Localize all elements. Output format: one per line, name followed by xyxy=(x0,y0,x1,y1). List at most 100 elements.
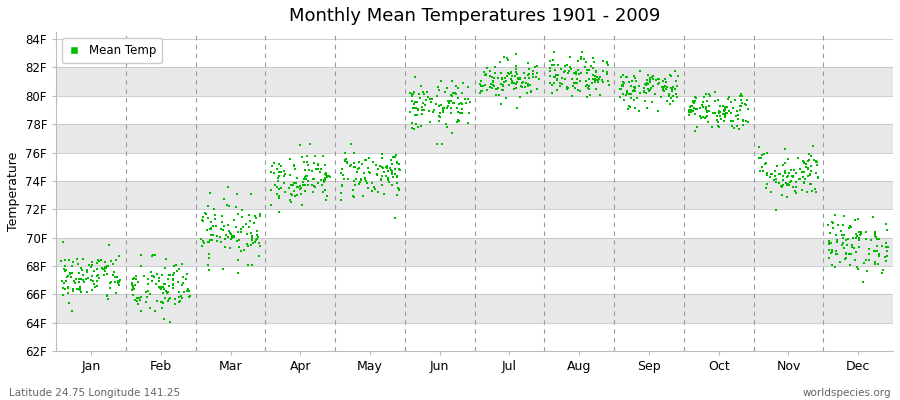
Point xyxy=(786,173,800,179)
Point xyxy=(645,82,660,89)
Point xyxy=(664,95,679,101)
Point xyxy=(298,167,312,174)
Point xyxy=(149,270,164,277)
Point xyxy=(799,189,814,196)
Point xyxy=(729,113,743,119)
Point xyxy=(73,284,87,290)
Point xyxy=(648,91,662,98)
Point xyxy=(473,82,488,89)
Point xyxy=(847,245,861,252)
Point xyxy=(549,72,563,78)
Point xyxy=(160,298,175,304)
Point xyxy=(809,189,824,195)
Point xyxy=(152,284,166,290)
Point xyxy=(548,67,562,73)
Point xyxy=(290,174,304,181)
Point xyxy=(621,79,635,86)
Point xyxy=(657,88,671,94)
Point xyxy=(664,88,679,94)
Point xyxy=(706,110,720,116)
Point xyxy=(61,285,76,292)
Point xyxy=(489,86,503,92)
Point xyxy=(361,165,375,171)
Point xyxy=(147,273,161,280)
Point xyxy=(319,197,333,203)
Point xyxy=(288,193,302,199)
Point xyxy=(768,173,782,180)
Point xyxy=(666,93,680,99)
Point xyxy=(181,293,195,300)
Point xyxy=(210,232,224,239)
Point xyxy=(319,172,333,178)
Point xyxy=(620,90,634,96)
Point xyxy=(352,181,366,188)
Point xyxy=(710,112,724,119)
Point xyxy=(583,62,598,69)
Point xyxy=(700,119,715,125)
Point xyxy=(643,75,657,81)
Point xyxy=(802,151,816,157)
Point xyxy=(616,80,631,87)
Point xyxy=(779,180,794,186)
Point xyxy=(528,74,543,80)
Point xyxy=(599,71,614,78)
Point xyxy=(66,259,80,265)
Point xyxy=(734,97,749,104)
Point xyxy=(97,264,112,271)
Point xyxy=(803,172,817,178)
Point xyxy=(277,180,292,186)
Point xyxy=(72,270,86,276)
Point xyxy=(111,278,125,284)
Point xyxy=(596,68,610,74)
Point xyxy=(498,75,512,82)
Point xyxy=(287,180,302,186)
Point xyxy=(581,66,596,73)
Point xyxy=(449,82,464,89)
Point xyxy=(112,279,126,285)
Point xyxy=(693,113,707,119)
Point xyxy=(853,232,868,238)
Point xyxy=(760,172,774,179)
Point xyxy=(220,234,235,240)
Point xyxy=(253,213,267,220)
Point xyxy=(563,54,578,60)
Point xyxy=(871,261,886,267)
Point xyxy=(568,85,582,92)
Point xyxy=(869,242,884,249)
Point xyxy=(583,92,598,98)
Point xyxy=(735,118,750,124)
Point xyxy=(139,298,153,305)
Point xyxy=(741,119,755,125)
Point xyxy=(808,185,823,192)
Point xyxy=(156,300,170,306)
Point xyxy=(434,102,448,108)
Point xyxy=(377,168,392,175)
Point xyxy=(65,308,79,314)
Point xyxy=(362,169,376,176)
Point xyxy=(306,189,320,195)
Point xyxy=(441,98,455,104)
Point xyxy=(641,86,655,92)
Point xyxy=(71,276,86,283)
Point xyxy=(701,91,716,97)
Point xyxy=(160,289,175,295)
Point xyxy=(642,88,656,94)
Point xyxy=(570,69,584,75)
Point xyxy=(230,270,245,276)
Point xyxy=(664,86,679,92)
Point xyxy=(544,62,559,68)
Point xyxy=(208,212,222,218)
Point xyxy=(479,72,493,78)
Point xyxy=(788,184,803,190)
Point xyxy=(346,186,360,193)
Point xyxy=(628,84,643,90)
Point xyxy=(624,95,638,102)
Point xyxy=(590,78,605,84)
Point xyxy=(848,257,862,263)
Point xyxy=(792,176,806,182)
Point xyxy=(146,272,160,279)
Point xyxy=(129,282,143,288)
Point xyxy=(242,212,256,219)
Point xyxy=(876,267,890,273)
Point xyxy=(162,272,176,278)
